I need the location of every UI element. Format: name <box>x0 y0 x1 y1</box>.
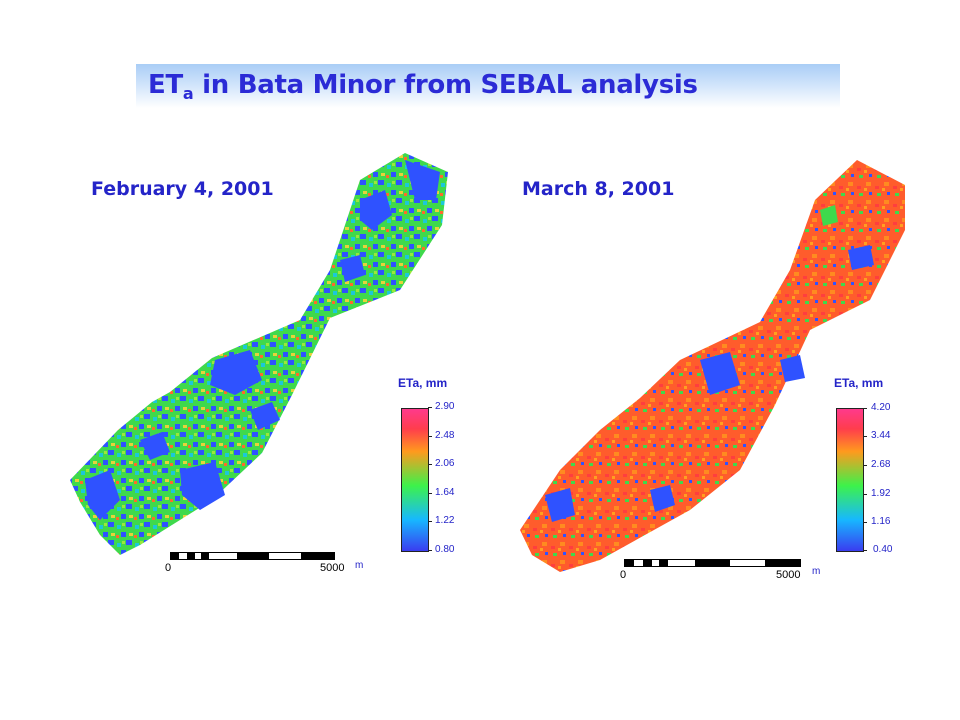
legend-1-value: 2.90 <box>435 401 455 412</box>
legend-2-tick <box>863 408 867 409</box>
panel-1-date: February 4, 2001 <box>91 178 274 200</box>
blob <box>780 355 805 382</box>
legend-2-tick <box>863 522 867 523</box>
map-march <box>520 160 905 572</box>
legend-1-tick <box>428 407 432 408</box>
legend-1-value: 2.06 <box>435 458 455 469</box>
blob <box>210 350 262 395</box>
scale-bar-2 <box>624 559 801 567</box>
legend-2-tick <box>863 494 867 495</box>
blob <box>180 462 225 510</box>
blob <box>360 190 392 230</box>
scale-2-start: 0 <box>620 569 627 581</box>
legend-2-tick <box>863 550 867 551</box>
legend-2-value: 0.40 <box>873 544 893 555</box>
scale-bar-1 <box>170 552 335 560</box>
legend-2-colorbar <box>836 408 864 552</box>
legend-1-value: 1.64 <box>435 487 455 498</box>
legend-2-value: 4.20 <box>871 402 891 413</box>
blob <box>250 402 280 430</box>
blob <box>545 488 575 522</box>
blob <box>405 160 440 200</box>
legend-1-tick <box>428 436 432 437</box>
legend-1-tick <box>428 550 432 551</box>
scale-2-end: 5000 <box>776 569 801 581</box>
legend-1-tick <box>428 521 432 522</box>
legend-2-tick <box>863 465 867 466</box>
legend-1-tick <box>428 464 432 465</box>
blob <box>340 255 365 282</box>
panel-2-date: March 8, 2001 <box>522 178 675 200</box>
scale-1-start: 0 <box>165 562 172 574</box>
legend-1-tick <box>428 493 432 494</box>
legend-1-colorbar <box>401 408 429 552</box>
scale-1-end: 5000 <box>320 562 345 574</box>
legend-2-tick <box>863 436 867 437</box>
legend-2-title: ETa, mm <box>834 376 884 390</box>
scale-1-unit: m <box>355 560 364 571</box>
blob <box>700 352 740 395</box>
legend-1-value: 0.80 <box>435 544 455 555</box>
blob <box>820 205 838 226</box>
legend-2-value: 3.44 <box>871 430 891 441</box>
blob <box>848 245 874 270</box>
blob <box>650 485 675 512</box>
legend-1-value: 1.22 <box>435 515 455 526</box>
legend-2-value: 1.92 <box>871 488 891 499</box>
scale-2-unit: m <box>812 566 821 577</box>
title-banner: ETa in Bata Minor from SEBAL analysis <box>136 64 840 108</box>
legend-1-value: 2.48 <box>435 430 455 441</box>
legend-2-value: 2.68 <box>871 459 891 470</box>
page-title: ETa in Bata Minor from SEBAL analysis <box>148 70 698 104</box>
legend-2-value: 1.16 <box>871 516 891 527</box>
map-february <box>70 153 448 555</box>
legend-1-title: ETa, mm <box>398 376 448 390</box>
blob <box>140 432 170 460</box>
blob <box>85 470 120 520</box>
